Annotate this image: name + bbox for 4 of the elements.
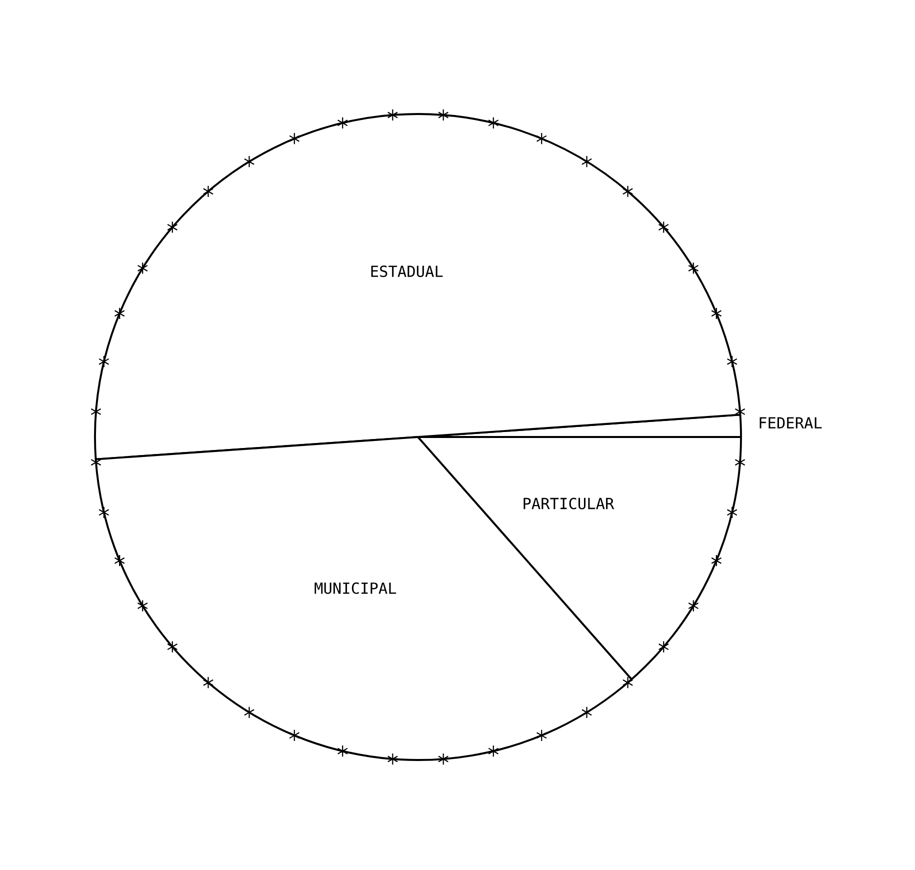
slice-label: ESTADUAL (371, 266, 443, 278)
slice-label: PARTICULAR (524, 498, 614, 510)
slice-label: MUNICIPAL (314, 582, 396, 594)
slice-label: FEDERAL (760, 417, 822, 428)
